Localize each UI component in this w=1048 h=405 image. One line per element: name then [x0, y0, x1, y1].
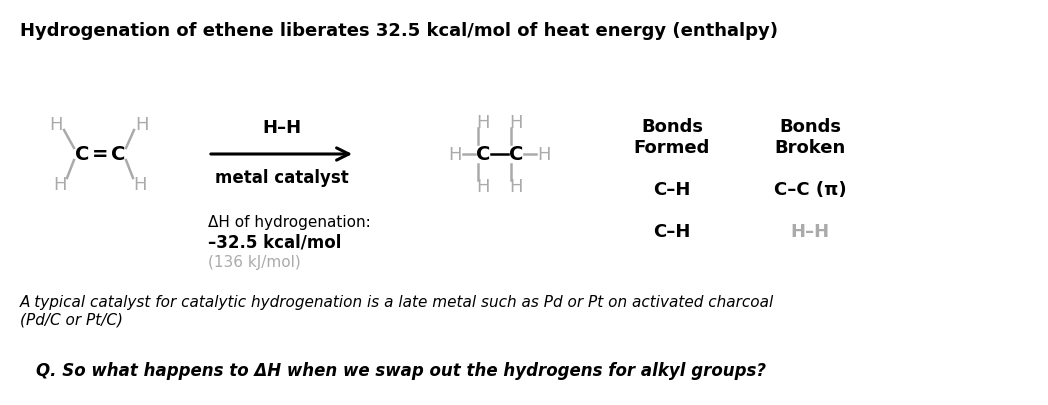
Text: H: H	[49, 116, 63, 134]
Text: C: C	[509, 145, 523, 164]
Text: H: H	[476, 114, 489, 132]
Text: H: H	[509, 114, 523, 132]
Text: H: H	[135, 116, 149, 134]
Text: C–H: C–H	[653, 181, 691, 198]
Text: –32.5 kcal/mol: –32.5 kcal/mol	[208, 233, 342, 252]
Text: A typical catalyst for catalytic hydrogenation is a late metal such as Pd or Pt : A typical catalyst for catalytic hydroge…	[20, 294, 774, 326]
Text: H: H	[538, 146, 551, 164]
Text: =: =	[92, 145, 108, 164]
Text: (136 kJ/mol): (136 kJ/mol)	[208, 254, 301, 269]
Text: C: C	[111, 145, 125, 164]
Text: Q. So what happens to ΔH when we swap out the hydrogens for alkyl groups?: Q. So what happens to ΔH when we swap ou…	[36, 361, 766, 379]
Text: H: H	[449, 146, 462, 164]
Text: H: H	[133, 175, 147, 194]
Text: H: H	[53, 175, 67, 194]
Text: Bonds
Formed: Bonds Formed	[634, 118, 711, 156]
Text: metal catalyst: metal catalyst	[215, 168, 349, 187]
Text: H–H: H–H	[790, 222, 830, 241]
Text: ΔH of hydrogenation:: ΔH of hydrogenation:	[208, 215, 371, 230]
Text: H: H	[509, 177, 523, 196]
Text: H–H: H–H	[262, 119, 302, 136]
Text: C–H: C–H	[653, 222, 691, 241]
Text: C: C	[476, 145, 490, 164]
Text: H: H	[476, 177, 489, 196]
Text: C: C	[74, 145, 89, 164]
Text: Hydrogenation of ethene liberates 32.5 kcal/mol of heat energy (enthalpy): Hydrogenation of ethene liberates 32.5 k…	[20, 22, 778, 40]
Text: C–C (π): C–C (π)	[773, 181, 847, 198]
Text: Bonds
Broken: Bonds Broken	[774, 118, 846, 156]
